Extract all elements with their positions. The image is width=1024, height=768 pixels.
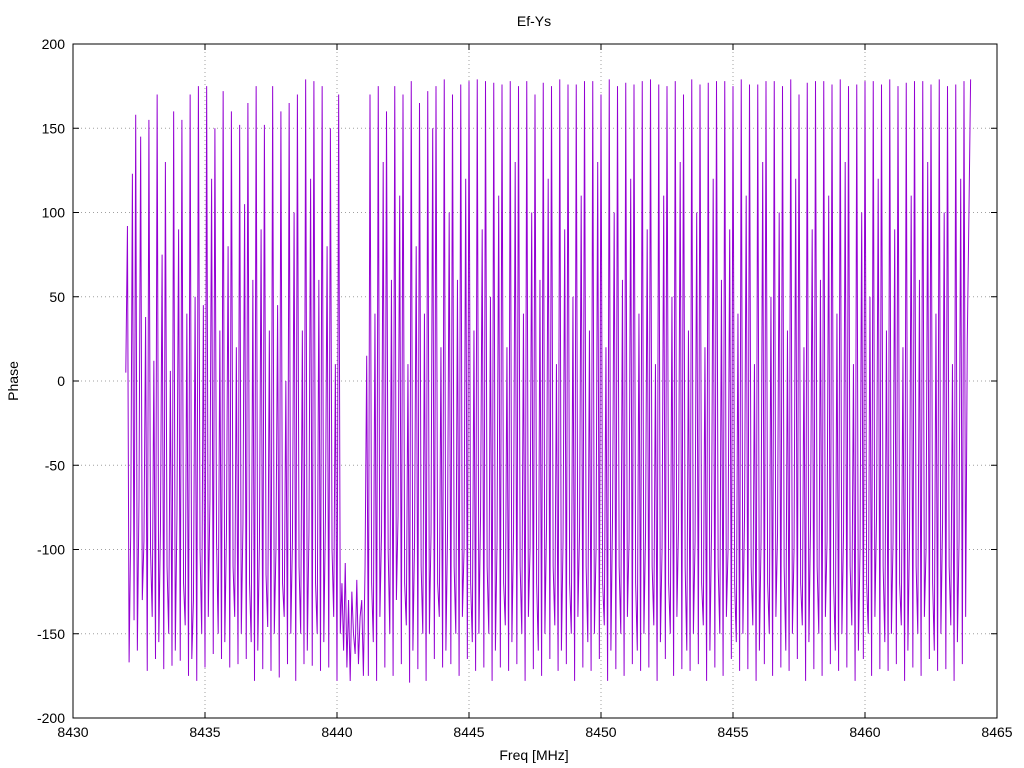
x-tick-label: 8435 [189, 724, 220, 740]
y-tick-label: 100 [42, 205, 66, 221]
y-tick-label: -200 [37, 710, 65, 726]
x-tick-label: 8450 [585, 724, 616, 740]
series-layer [125, 79, 972, 683]
x-tick-label: 8440 [321, 724, 352, 740]
y-tick-label: 0 [57, 373, 65, 389]
y-tick-label: 50 [49, 289, 65, 305]
y-tick-label: 200 [42, 36, 66, 52]
x-axis-title: Freq [MHz] [499, 747, 568, 763]
y-tick-label: -50 [45, 457, 65, 473]
x-tick-label: 8445 [453, 724, 484, 740]
x-tick-label: 8460 [849, 724, 880, 740]
y-tick-label: -100 [37, 542, 65, 558]
series-line [125, 79, 972, 683]
y-tick-label: -150 [37, 626, 65, 642]
y-tick-label: 150 [42, 120, 66, 136]
x-tick-label: 8465 [981, 724, 1012, 740]
y-axis-title: Phase [5, 361, 21, 401]
tick-layer: 8430 8435 8440 8445 8450 8455 8460 8465 -200 -150… [37, 36, 1013, 740]
chart-title: Ef-Ys [517, 13, 551, 29]
x-tick-label: 8430 [57, 724, 88, 740]
x-tick-label: 8455 [717, 724, 748, 740]
